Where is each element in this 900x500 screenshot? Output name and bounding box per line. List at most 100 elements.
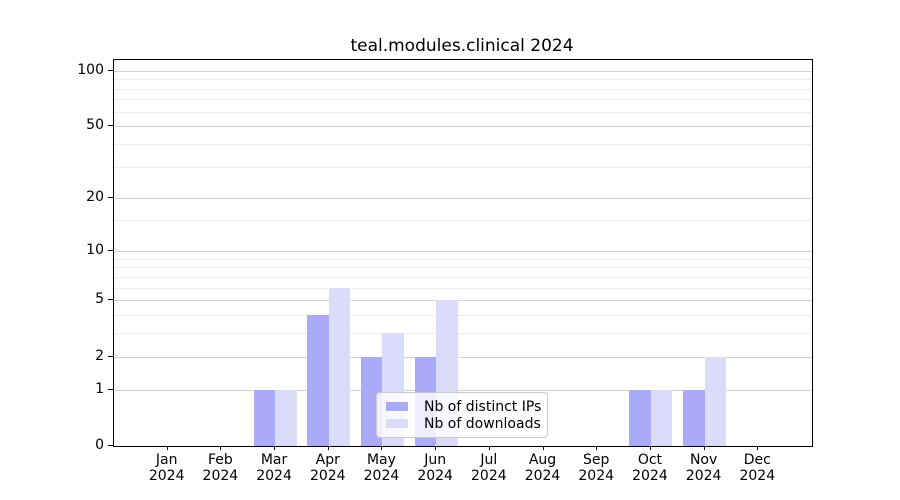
chart-title: teal.modules.clinical 2024 [350,36,574,56]
x-tick-label: Dec 2024 [730,452,784,484]
x-tick-label: Mar 2024 [247,452,301,484]
x-tick-year: 2024 [363,468,400,484]
legend-item-distinct-ips: Nb of distinct IPs [386,398,542,415]
x-tick-month: Aug [528,452,557,468]
bar-downloads [704,356,727,446]
gridline-major [114,198,812,200]
x-tick-year: 2024 [524,468,561,484]
x-tick-month: Sep [583,452,610,468]
y-tick-mark [108,69,113,71]
gridline-major [114,300,812,302]
y-tick-mark [108,125,113,127]
y-tick-mark [108,249,113,251]
gridline-major [114,389,812,391]
x-tick-mark [327,446,329,450]
x-tick-year: 2024 [685,468,722,484]
gridline-major [114,70,812,72]
y-tick-mark [108,299,113,301]
gridline-major [114,250,812,252]
y-tick-mark [108,355,113,357]
gridline-minor [114,258,812,260]
bar-downloads [275,389,297,446]
x-tick-year: 2024 [739,468,776,484]
legend-label-distinct-ips: Nb of distinct IPs [424,398,542,415]
gridline-minor [114,88,812,90]
y-tick-label: 100 [77,61,104,78]
y-tick-label: 1 [95,380,104,397]
bar-distinct-ips [307,315,329,446]
bar-distinct-ips [629,389,651,446]
x-tick-month: Dec [743,452,771,468]
x-tick-mark [381,446,383,450]
y-tick-label: 50 [86,117,104,134]
x-tick-month: Nov [689,452,718,468]
x-tick-month: Feb [207,452,233,468]
y-tick-label: 5 [95,291,104,308]
x-tick-label: Jan 2024 [140,452,194,484]
x-tick-mark [596,446,598,450]
x-tick-mark [220,446,222,450]
gridline-major [114,356,812,358]
y-tick-label: 10 [86,241,104,258]
x-tick-mark [703,446,705,450]
bar-distinct-ips [253,389,276,446]
legend-label-downloads: Nb of downloads [424,415,541,432]
gridlines [114,60,812,446]
bar-downloads [650,389,673,446]
x-tick-year: 2024 [632,468,668,484]
x-tick-mark [757,446,759,450]
x-tick-month: Oct [637,452,663,468]
gridline-minor [114,79,812,81]
bar-downloads [328,287,351,446]
x-tick-year: 2024 [148,468,185,484]
legend: Nb of distinct IPs Nb of downloads [376,392,548,438]
y-tick-mark [108,445,113,446]
x-tick-label: Sep 2024 [569,452,623,484]
x-tick-label: Jul 2024 [462,452,516,484]
gridline-minor [114,267,812,269]
x-tick-mark [542,446,544,450]
gridline-minor [114,166,812,168]
x-tick-label: Nov 2024 [677,452,731,484]
x-tick-mark [166,446,168,450]
x-tick-year: 2024 [202,468,239,484]
y-tick-label: 20 [86,189,104,206]
gridline-minor [114,220,812,222]
x-tick-mark [435,446,437,450]
x-tick-mark [488,446,490,450]
gridline-minor [114,333,812,335]
x-tick-mark [649,446,651,450]
plot-area: Nb of distinct IPs Nb of downloads [113,59,813,447]
x-tick-label: Aug 2024 [516,452,570,484]
x-tick-mark [274,446,276,450]
gridline-minor [114,276,812,278]
x-tick-label: Oct 2024 [623,452,677,484]
x-tick-month: Jul [480,452,498,468]
y-tick-label: 2 [95,347,104,364]
bar-distinct-ips [683,389,705,446]
x-tick-label: Jun 2024 [408,452,462,484]
y-tick-mark [108,388,113,390]
x-tick-label: Feb 2024 [193,452,247,484]
x-tick-year: 2024 [578,468,615,484]
x-tick-year: 2024 [471,468,507,484]
y-tick-mark [108,197,113,199]
x-tick-month: May [366,452,396,468]
x-tick-month: Apr [315,452,340,468]
gridline-minor [114,99,812,101]
legend-item-downloads: Nb of downloads [386,415,541,432]
bars [114,60,812,446]
gridline-minor [114,143,812,145]
x-tick-month: Jan [155,452,178,468]
x-tick-year: 2024 [417,468,453,484]
x-tick-label: Apr 2024 [301,452,355,484]
x-tick-month: Jun [424,452,447,468]
x-tick-month: Mar [260,452,288,468]
gridline-minor [114,287,812,289]
gridline-minor [114,315,812,317]
x-tick-label: May 2024 [354,452,408,484]
y-tick-label: 0 [95,437,104,453]
legend-swatch-downloads [386,419,408,428]
gridline-minor [114,111,812,113]
